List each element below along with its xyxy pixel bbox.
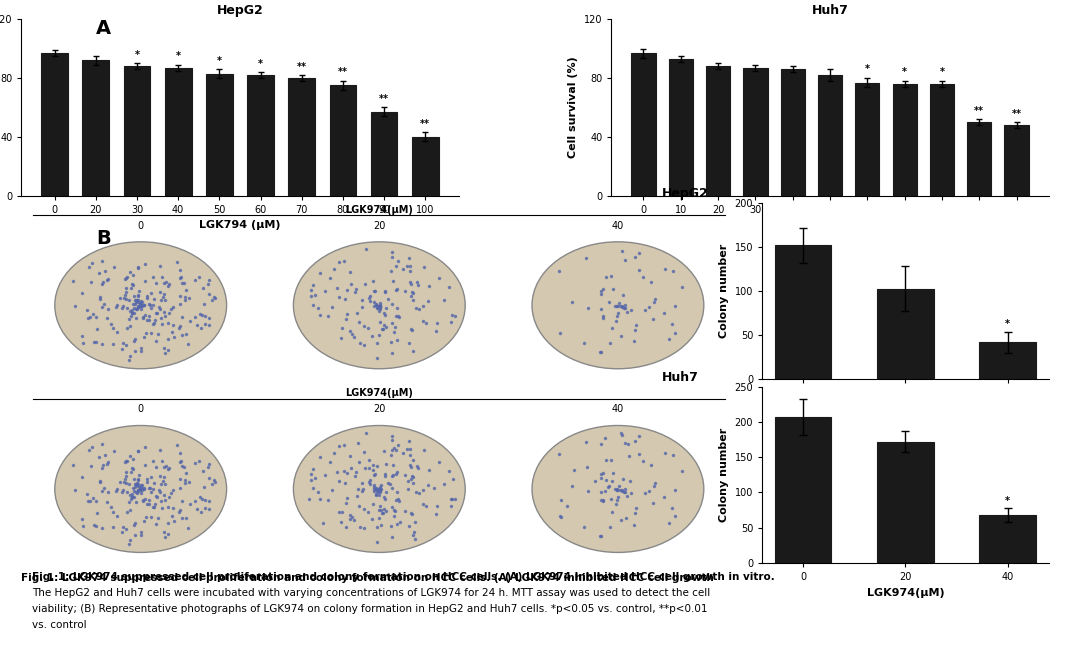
Bar <box>330 85 356 195</box>
Circle shape <box>293 242 465 369</box>
Bar <box>288 78 315 195</box>
Y-axis label: Colony number: Colony number <box>719 244 729 339</box>
Y-axis label: Cell survival (%): Cell survival (%) <box>568 57 579 159</box>
Bar <box>42 53 68 195</box>
Text: LGK974(μM): LGK974(μM) <box>346 205 413 215</box>
Bar <box>781 69 805 195</box>
Bar <box>124 66 151 195</box>
Text: 20: 20 <box>373 221 385 231</box>
Title: HepG2: HepG2 <box>216 4 263 17</box>
Bar <box>930 84 954 195</box>
Bar <box>877 442 933 563</box>
Bar <box>631 53 656 195</box>
X-axis label: LGK974(μM): LGK974(μM) <box>867 404 944 414</box>
Text: Fig. 1: LGK974 suppressed cell proliferation and colony formation on HCC cells. : Fig. 1: LGK974 suppressed cell prolifera… <box>32 571 775 582</box>
Bar <box>817 75 842 195</box>
Text: LGK974(μM): LGK974(μM) <box>346 388 413 399</box>
X-axis label: LGK794 (μM): LGK794 (μM) <box>199 220 280 230</box>
Text: **: ** <box>296 61 307 72</box>
Bar <box>706 66 730 195</box>
Bar <box>370 112 397 195</box>
Bar <box>967 122 992 195</box>
Circle shape <box>55 242 227 369</box>
Bar <box>412 137 439 195</box>
Text: *: * <box>939 67 945 77</box>
Text: *: * <box>258 59 263 68</box>
Bar <box>776 245 831 379</box>
Text: 20: 20 <box>373 404 385 414</box>
Y-axis label: Colony number: Colony number <box>719 428 729 522</box>
Bar <box>979 342 1036 379</box>
Text: *: * <box>865 64 870 74</box>
Circle shape <box>532 426 704 552</box>
Text: *: * <box>1005 496 1010 506</box>
Bar <box>82 61 109 195</box>
Bar <box>979 515 1036 563</box>
Text: Huh7: Huh7 <box>662 371 699 384</box>
Bar <box>744 68 767 195</box>
Bar <box>776 417 831 563</box>
Text: **: ** <box>379 94 389 104</box>
X-axis label: LGK974 (μM): LGK974 (μM) <box>790 220 871 230</box>
Text: *: * <box>135 50 139 60</box>
Text: 40: 40 <box>612 221 624 231</box>
Circle shape <box>532 242 704 369</box>
Bar <box>247 75 274 195</box>
Text: A: A <box>96 19 111 38</box>
Text: *: * <box>1005 319 1010 329</box>
Circle shape <box>55 426 227 552</box>
Bar <box>1005 125 1028 195</box>
Bar <box>669 59 693 195</box>
Text: *: * <box>217 55 221 66</box>
Text: **: ** <box>975 106 984 115</box>
Text: viability; (B) Representative photographs of LGK974 on colony formation in HepG2: viability; (B) Representative photograph… <box>32 604 707 613</box>
Circle shape <box>293 426 465 552</box>
Text: B: B <box>96 229 111 248</box>
Bar <box>855 83 880 195</box>
Text: **: ** <box>338 67 348 77</box>
Text: *: * <box>902 67 907 77</box>
Title: Huh7: Huh7 <box>812 4 849 17</box>
Text: HepG2: HepG2 <box>662 188 708 201</box>
Bar <box>892 84 917 195</box>
Text: 0: 0 <box>138 404 143 414</box>
Text: vs. control: vs. control <box>32 620 87 630</box>
Text: Fig. 1: LGK974 suppressed cell proliferation and colony formation on HCC cells. : Fig. 1: LGK974 suppressed cell prolifera… <box>21 573 718 584</box>
Text: 40: 40 <box>612 404 624 414</box>
Bar <box>165 68 192 195</box>
Text: **: ** <box>421 119 430 129</box>
Text: *: * <box>175 51 181 61</box>
Text: The HepG2 and Huh7 cells were incubated with varying concentrations of LGK974 fo: The HepG2 and Huh7 cells were incubated … <box>32 588 709 598</box>
Bar <box>877 288 933 379</box>
Bar <box>207 74 233 195</box>
Text: 0: 0 <box>138 221 143 231</box>
X-axis label: LGK974(μM): LGK974(μM) <box>867 588 944 598</box>
Text: **: ** <box>1011 108 1022 119</box>
